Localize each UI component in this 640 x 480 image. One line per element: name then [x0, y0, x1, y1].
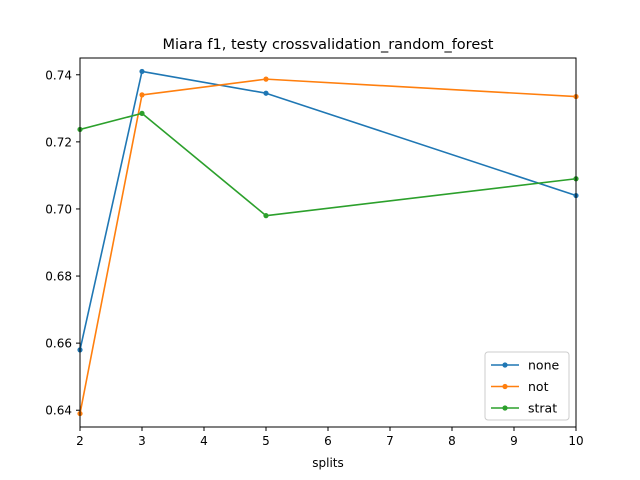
chart-title: Miara f1, testy crossvalidation_random_f… [163, 37, 494, 53]
x-tick-label: 9 [510, 434, 518, 448]
x-tick-label: 7 [386, 434, 394, 448]
x-axis-label: splits [312, 456, 344, 470]
data-point-not [139, 92, 145, 98]
data-point-strat [139, 110, 145, 116]
x-tick-label: 5 [262, 434, 270, 448]
y-tick-label: 0.68 [45, 270, 72, 284]
data-point-strat [263, 213, 269, 219]
legend-marker-strat [502, 405, 508, 411]
y-tick-label: 0.74 [45, 68, 72, 82]
series-line-not [79, 78, 577, 414]
y-tick-label: 0.72 [45, 135, 72, 149]
legend-marker-none [502, 362, 508, 368]
legend-label-none: none [528, 358, 559, 373]
data-point-none [139, 68, 145, 75]
legend: none not strat [484, 351, 570, 421]
series-line-strat [79, 112, 577, 217]
x-axis: 2 3 4 5 6 7 8 9 10 [76, 427, 584, 448]
x-tick-label: 4 [200, 434, 208, 448]
legend-marker-not [502, 383, 508, 390]
data-point-none [263, 90, 269, 96]
legend-label-not: not [528, 379, 549, 394]
y-tick-label: 0.64 [45, 404, 72, 418]
x-tick-label: 8 [448, 434, 456, 448]
y-tick-label: 0.66 [45, 337, 72, 351]
legend-label-strat: strat [528, 401, 557, 416]
y-axis: 0.64 0.66 0.68 0.70 0.72 0.74 [45, 68, 80, 418]
x-tick-label: 3 [138, 434, 146, 448]
x-tick-label: 10 [568, 434, 583, 448]
series-layer [77, 68, 579, 417]
x-tick-label: 2 [76, 434, 84, 448]
y-tick-label: 0.70 [45, 202, 72, 216]
data-point-not [263, 76, 269, 82]
x-tick-label: 6 [324, 434, 332, 448]
series-line-none [79, 70, 577, 351]
legend-frame [484, 351, 570, 421]
